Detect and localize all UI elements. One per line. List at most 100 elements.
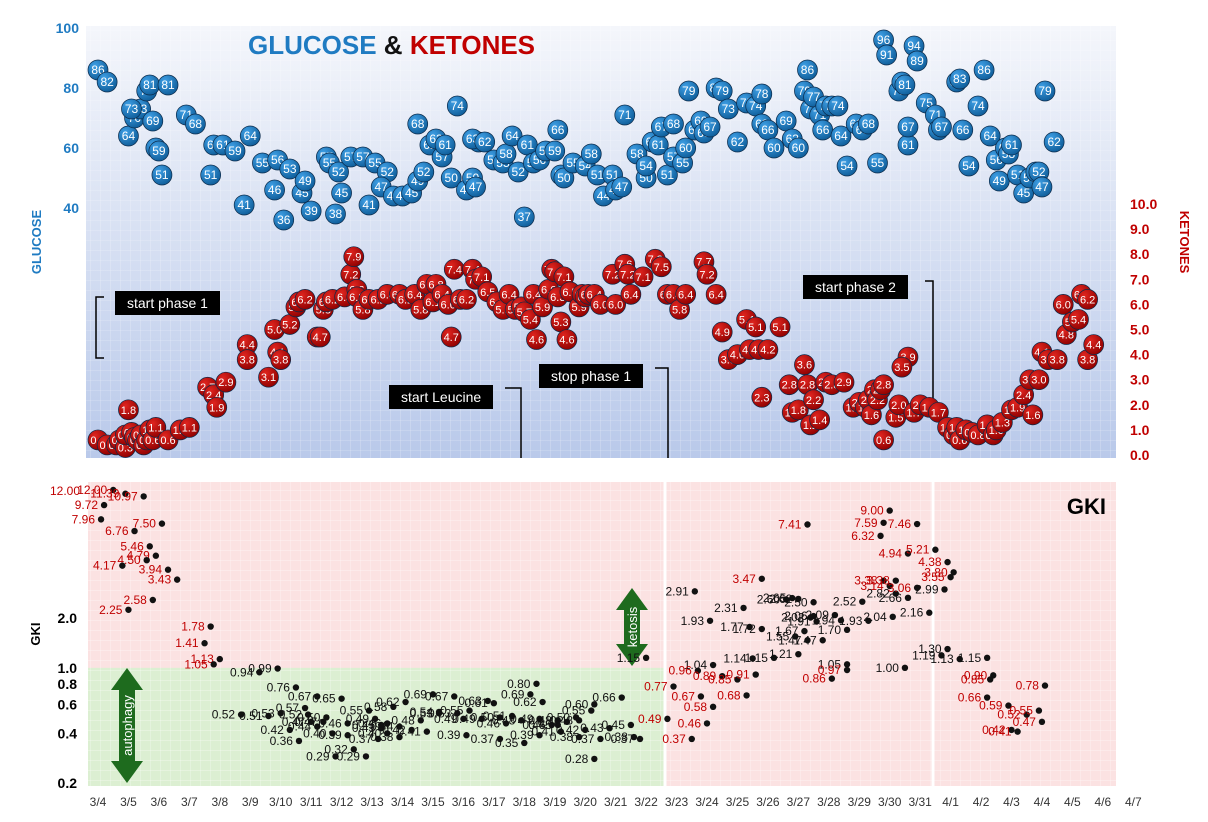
glucose-value-label: 68	[862, 117, 876, 131]
gki-point: 0.42	[382, 723, 415, 737]
ketones-marker	[236, 349, 258, 370]
x-tick-label: 3/25	[726, 795, 750, 809]
ketones-value-label: 0.6	[145, 435, 160, 447]
gki-point: 11.39	[90, 487, 129, 501]
glucose-marker	[1043, 131, 1065, 153]
gki-marker	[292, 684, 300, 691]
gki-point: 0.89	[693, 669, 726, 683]
ketosis-arrow: ketosis	[616, 588, 648, 666]
gki-value-label: 1.04	[684, 658, 708, 672]
gki-point: 0.52	[212, 708, 245, 722]
gki-value-label: 5.21	[906, 543, 930, 557]
glucose-point: 46	[264, 179, 285, 201]
gki-value-label: 0.29	[337, 749, 361, 763]
ketones-tick-label: 8.0	[1130, 246, 1150, 262]
gki-point: 0.48	[528, 713, 561, 727]
glucose-point: 83	[949, 68, 971, 90]
gki-point: 0.40	[303, 726, 336, 740]
gki-marker	[719, 672, 726, 680]
gki-marker	[746, 623, 753, 631]
glucose-value-label: 52	[1032, 165, 1046, 179]
glucose-point: 74	[446, 95, 468, 117]
gki-value-label: 0.45	[522, 718, 546, 732]
gki-marker	[146, 543, 153, 550]
ketones-point: 4.2	[757, 339, 779, 360]
gki-value-label: 1.00	[876, 661, 900, 675]
glucose-marker	[96, 71, 118, 93]
gki-marker	[396, 723, 403, 730]
gki-marker	[344, 732, 351, 739]
gki-point: 0.55	[340, 704, 373, 718]
glucose-marker	[1001, 134, 1022, 156]
gki-marker	[1038, 718, 1046, 726]
x-tick-label: 3/28	[817, 795, 841, 809]
gki-value-label: 2.82	[866, 587, 890, 601]
gki-value-label: 1.93	[681, 614, 705, 628]
gki-point: 1.72	[732, 622, 766, 636]
gki-value-label: 3.94	[139, 563, 163, 577]
gki-value-label: 0.28	[565, 752, 589, 766]
glucose-value-label: 62	[1047, 135, 1061, 149]
gki-value-label: 0.57	[276, 701, 300, 715]
ketones-value-label: 4.7	[313, 332, 328, 344]
ketones-marker	[118, 399, 139, 421]
ketones-value-label: 7.5	[654, 262, 669, 274]
gki-marker	[295, 737, 303, 745]
gki-marker	[865, 617, 872, 624]
gki-value-label: 3.06	[888, 581, 912, 595]
gki-value-label: 0.46	[678, 716, 702, 730]
glucose-point: 51	[151, 164, 173, 186]
gki-value-label: 0.85	[961, 672, 985, 686]
ketones-marker	[1052, 294, 1074, 315]
ketones-tick-label: 9.0	[1130, 221, 1150, 237]
ketones-value-label: 4.6	[559, 335, 574, 347]
ketones-value-label: 3.8	[1080, 355, 1095, 367]
glucose-point: 62	[727, 131, 748, 153]
glucose-marker	[553, 167, 575, 189]
gki-value-label: 0.44	[288, 720, 312, 734]
glucose-point: 69	[142, 110, 164, 132]
gki-value-label: 2.66	[879, 591, 903, 605]
gki-marker	[795, 595, 802, 603]
gki-value-label: 1.21	[769, 647, 793, 661]
ketones-marker	[456, 289, 477, 310]
gki-value-label: 1.55	[766, 629, 790, 643]
gki-marker	[582, 726, 589, 734]
glucose-point: 68	[663, 113, 684, 135]
gki-value-label: 1.77	[720, 620, 744, 634]
glucose-point: 47	[611, 176, 633, 198]
ketones-value-label: 3.6	[797, 360, 812, 372]
x-tick-label: 3/16	[452, 795, 476, 809]
gki-point: 1.78	[181, 620, 214, 634]
gki-point: 2.52	[833, 595, 866, 609]
glucose-point: 69	[775, 110, 797, 132]
glucose-value-label: 83	[953, 72, 967, 86]
glucose-value-label: 59	[548, 144, 562, 158]
gki-marker	[371, 715, 379, 723]
gki-point: 0.57	[276, 701, 309, 715]
gki-marker	[478, 715, 485, 723]
gki-marker	[843, 626, 851, 634]
gki-point: 1.70	[818, 623, 851, 637]
gki-point: 0.36	[270, 734, 303, 748]
ketones-value-label: 3.0	[1031, 375, 1046, 387]
gki-point: 7.96	[72, 512, 105, 526]
gki-marker	[740, 604, 747, 612]
gki-point: 10.97	[108, 489, 147, 503]
glucose-marker	[407, 113, 429, 135]
annotation-start-leucine: start Leucine	[389, 385, 494, 409]
glucose-point: 37	[513, 206, 535, 228]
glucose-point: 50	[553, 167, 575, 189]
ketones-value-label: 6.2	[1080, 294, 1095, 306]
gki-value-label: 0.55	[440, 704, 464, 718]
gki-point: 2.62	[769, 592, 802, 606]
gki-marker	[880, 577, 887, 584]
gki-marker	[804, 521, 811, 528]
glucose-value-label: 74	[451, 99, 465, 113]
glucose-marker	[544, 140, 566, 162]
gki-value-label: 9.72	[75, 498, 99, 512]
gki-value-label: 0.50	[471, 710, 495, 724]
ketones-value-label: 1.5	[888, 412, 903, 424]
glucose-value-label: 47	[469, 180, 483, 194]
